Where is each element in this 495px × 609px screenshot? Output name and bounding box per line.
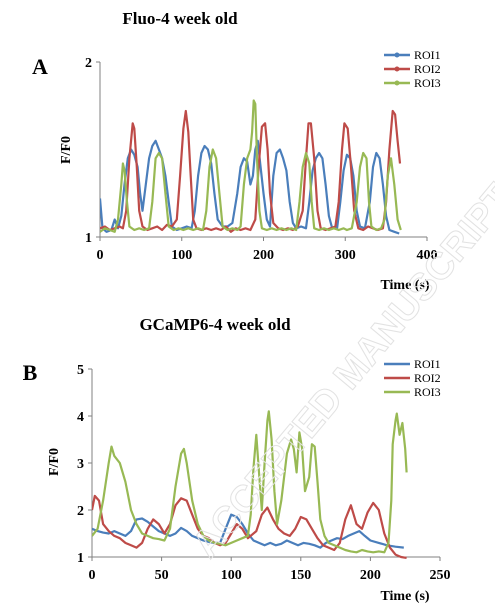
x-tick-label: 50 [155, 568, 169, 583]
y-tick-label: 1 [77, 551, 84, 566]
x-tick-label: 100 [221, 568, 242, 583]
panel-label: A [32, 54, 48, 79]
series-line-roi1 [100, 139, 400, 235]
series-line-roi3 [92, 410, 408, 554]
x-tick-label: 100 [171, 248, 192, 263]
x-tick-label: 250 [430, 568, 451, 583]
legend-marker [394, 52, 400, 58]
x-tick-label: 300 [335, 248, 356, 263]
x-tick-label: 150 [290, 568, 311, 583]
y-tick-label: 2 [85, 56, 92, 71]
x-tick-label: 200 [253, 248, 274, 263]
y-tick-label: 5 [77, 363, 84, 378]
x-axis-label: Time (s) [380, 589, 429, 604]
y-axis-label: F/F0 [47, 448, 62, 476]
chart-title: Fluo-4 week old [122, 9, 238, 28]
legend-marker [394, 66, 400, 72]
legend-label: ROI3 [414, 76, 441, 90]
panel-label: B [23, 360, 38, 385]
panel-a: Fluo-4 week old A 1 2 0 100 200 300 400 F/F0 Time … [32, 9, 441, 293]
legend-label: ROI1 [414, 357, 441, 371]
x-tick-label: 200 [360, 568, 381, 583]
x-tick-label: 0 [97, 248, 104, 263]
legend-label: ROI2 [414, 371, 441, 385]
legend-label: ROI2 [414, 62, 441, 76]
x-axis-label: Time (s) [380, 278, 429, 293]
y-axis-label: F/F0 [59, 136, 74, 164]
chart-title: GCaMP6-4 week old [139, 315, 291, 334]
x-tick-label: 400 [417, 248, 438, 263]
series-line-roi2 [92, 494, 407, 559]
legend-label: ROI3 [414, 385, 441, 399]
series-line-roi3 [100, 99, 402, 233]
legend-marker [394, 80, 400, 86]
y-tick-label: 4 [77, 410, 84, 425]
y-tick-label: 1 [85, 231, 92, 246]
series-line-roi1 [92, 513, 404, 549]
y-tick-label: 3 [77, 457, 84, 472]
y-tick-label: 2 [77, 504, 84, 519]
x-tick-label: 0 [89, 568, 96, 583]
legend-label: ROI1 [414, 48, 441, 62]
